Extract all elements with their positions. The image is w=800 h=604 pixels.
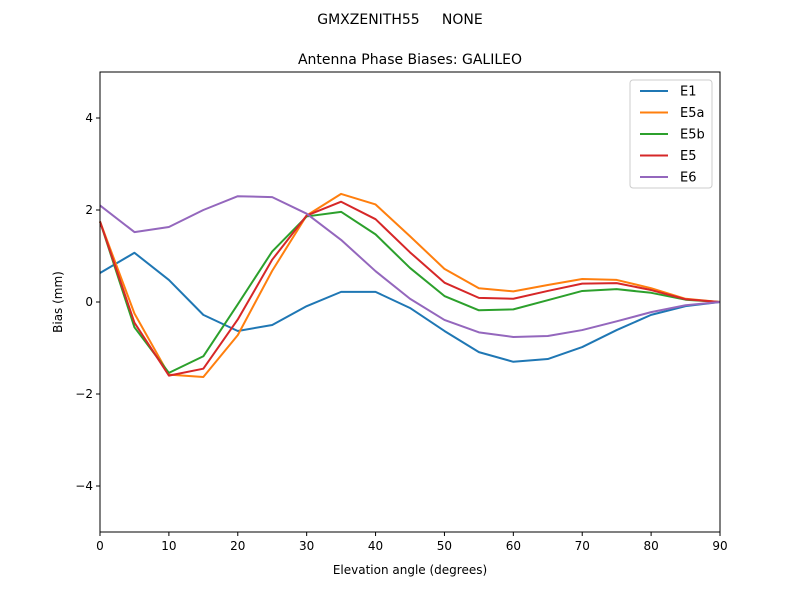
x-tick-label: 40 bbox=[368, 539, 383, 553]
y-tick-label: 2 bbox=[85, 203, 93, 217]
chart-title: Antenna Phase Biases: GALILEO bbox=[298, 52, 522, 68]
suptitle: GMXZENITH55 NONE bbox=[317, 12, 483, 28]
x-axis-label: Elevation angle (degrees) bbox=[333, 563, 487, 577]
axes-frame bbox=[99, 71, 721, 533]
legend-label: E5 bbox=[680, 149, 697, 164]
legend-label: E1 bbox=[680, 85, 697, 100]
series-line-e5b bbox=[99, 210, 721, 374]
legend-label: E5a bbox=[680, 106, 704, 121]
x-tick-label: 60 bbox=[506, 539, 521, 553]
x-tick-label: 0 bbox=[96, 539, 104, 553]
series-line-e5a bbox=[99, 192, 721, 378]
x-tick-label: 80 bbox=[643, 539, 658, 553]
x-tick-label: 30 bbox=[299, 539, 314, 553]
x-tick-label: 10 bbox=[161, 539, 176, 553]
y-tick-label: −2 bbox=[75, 387, 93, 401]
legend-box bbox=[629, 79, 713, 189]
y-tick-label: −4 bbox=[75, 479, 93, 493]
y-axis-label: Bias (mm) bbox=[51, 271, 65, 333]
x-tick-label: 50 bbox=[437, 539, 452, 553]
legend: E1 E5a E5b E5 E6 bbox=[629, 79, 713, 189]
series-line-e6 bbox=[99, 195, 721, 338]
series-line-e5 bbox=[99, 200, 721, 377]
legend-label: E5b bbox=[680, 128, 705, 143]
x-tick-label: 20 bbox=[230, 539, 245, 553]
series-line-e1 bbox=[99, 251, 721, 363]
x-tick-label: 70 bbox=[575, 539, 590, 553]
legend-label: E6 bbox=[680, 171, 697, 186]
x-tick-label: 90 bbox=[712, 539, 727, 553]
y-tick-label: 4 bbox=[85, 111, 93, 125]
y-tick-label: 0 bbox=[85, 295, 93, 309]
